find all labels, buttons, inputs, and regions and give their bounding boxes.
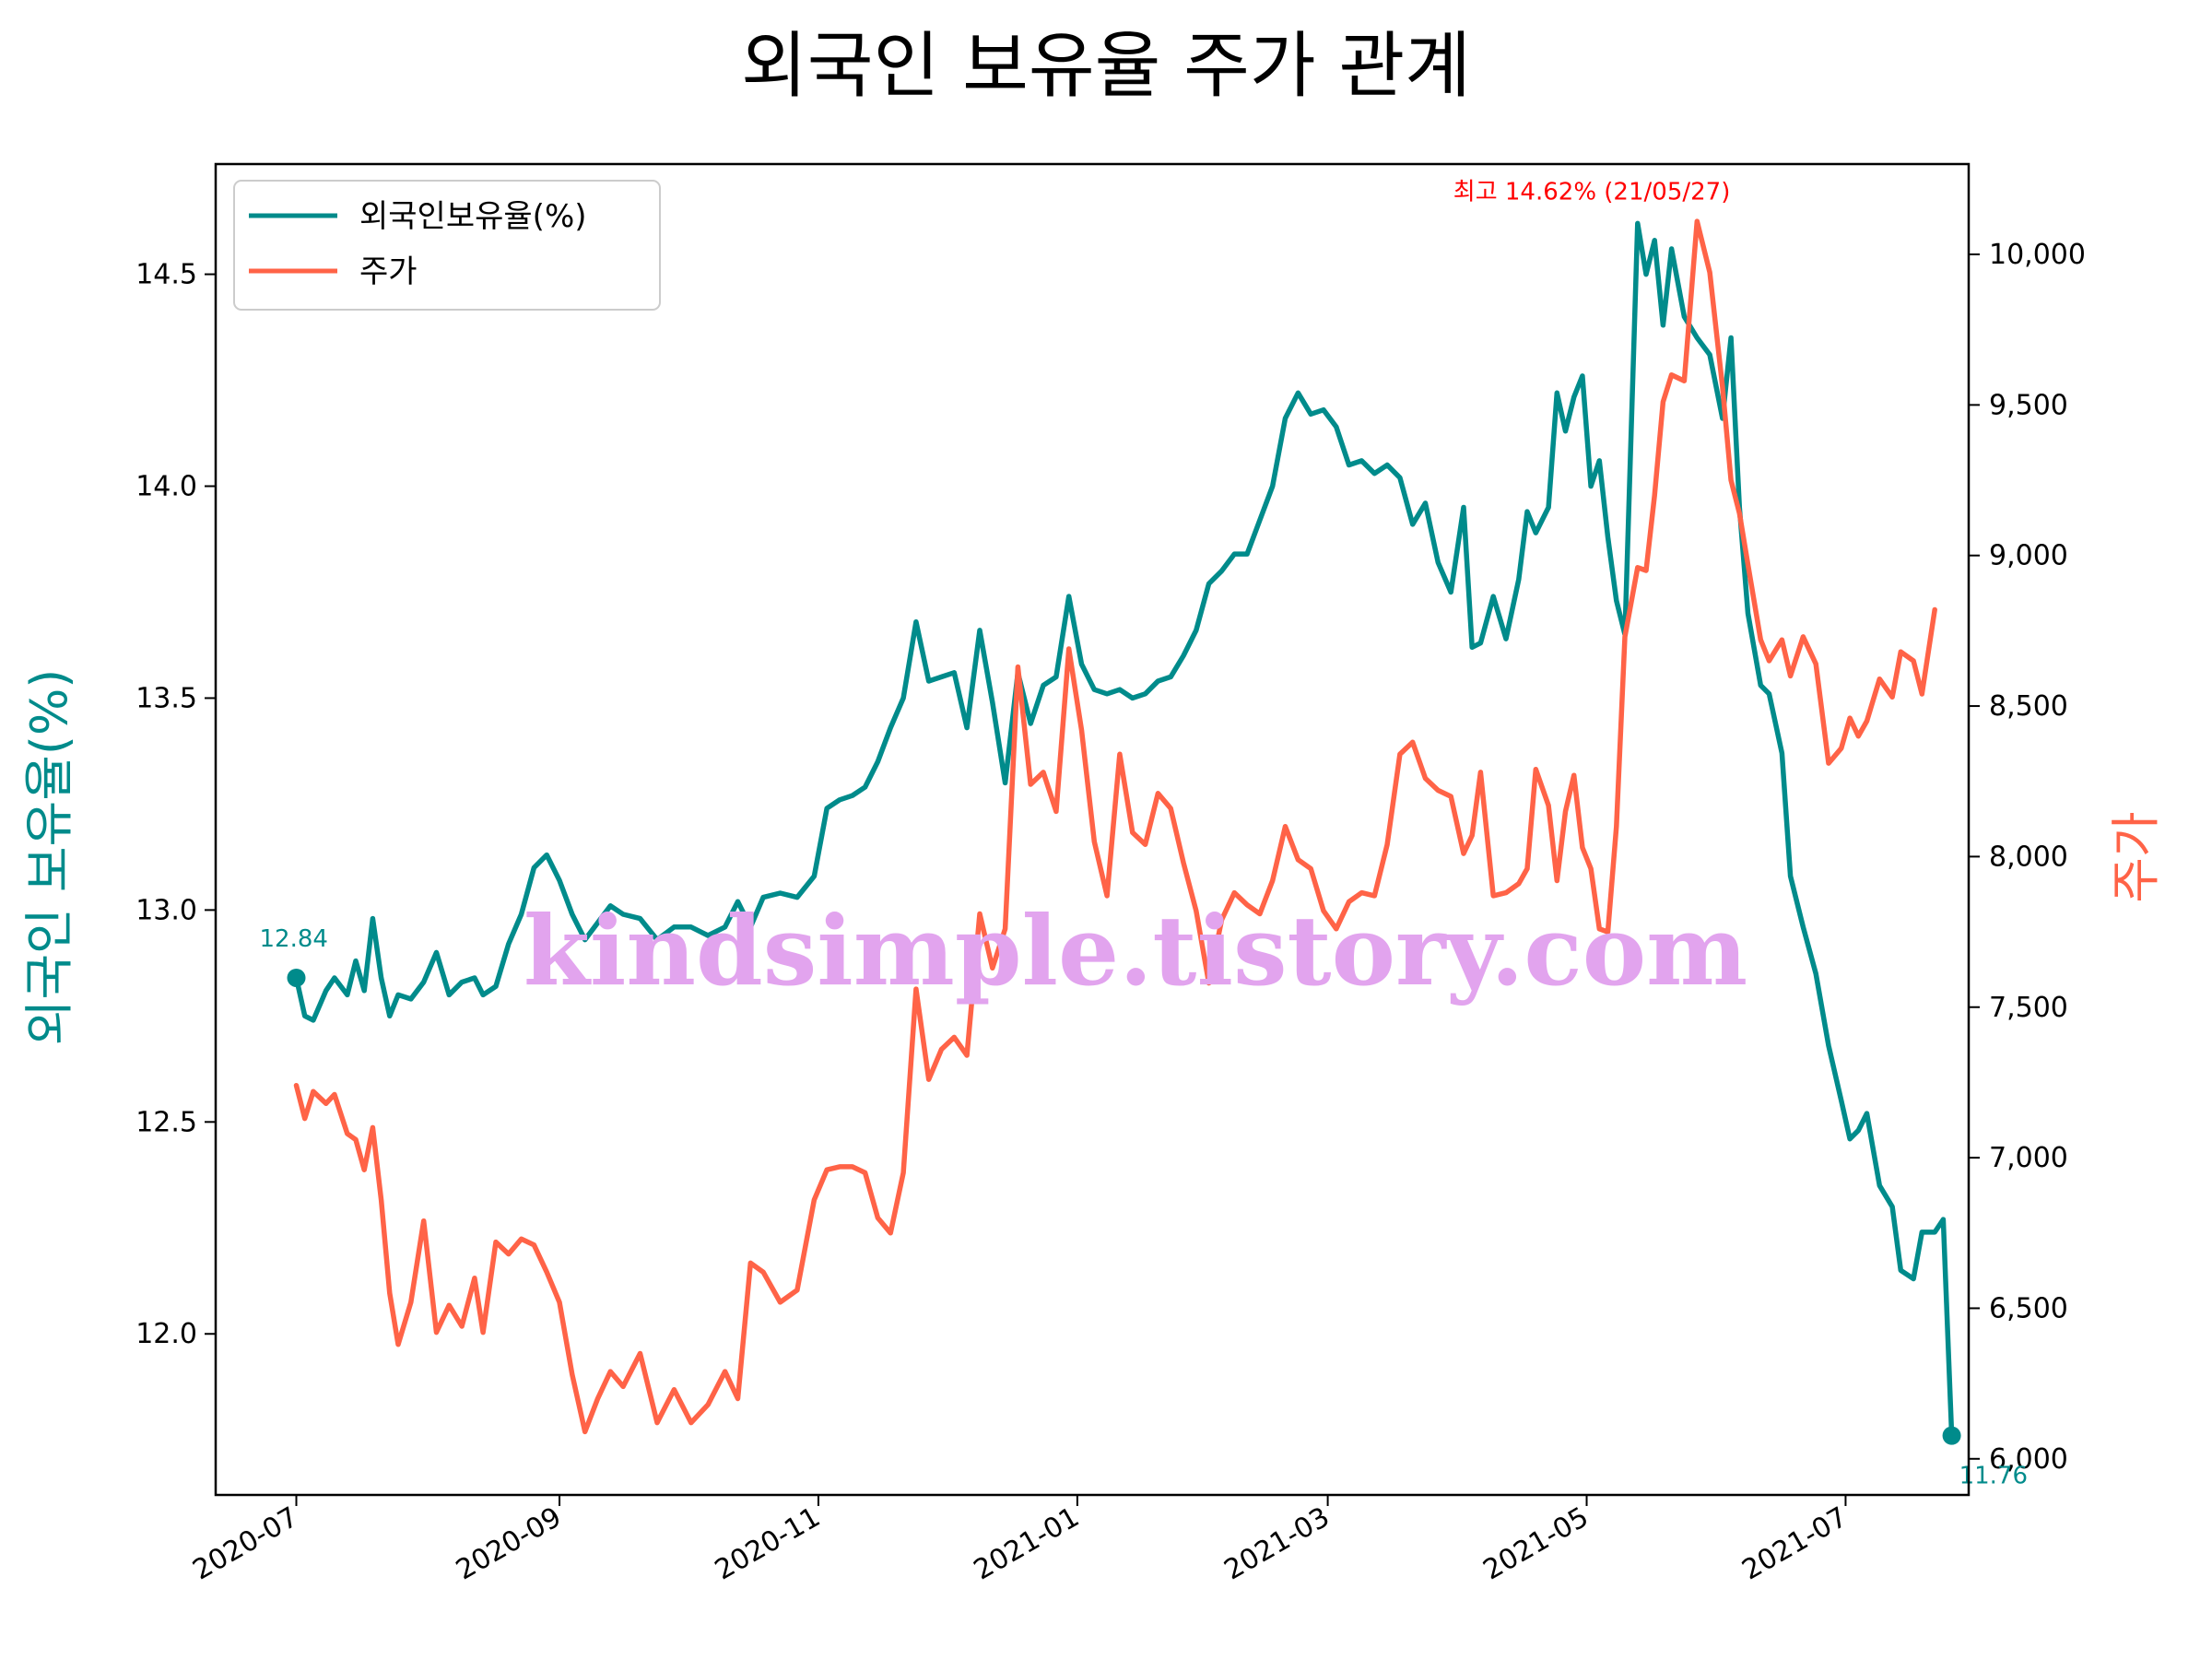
y-right-tick-label: 7,000 [1989,1142,2068,1174]
legend: 외국인보유율(%) 주가 [233,180,661,311]
end-point-marker [1942,1426,1961,1445]
legend-label-price: 주가 [359,253,418,290]
watermark-text: kindsimple.tistory.com [524,894,1747,1007]
y-left-tick-label: 14.0 [135,471,197,503]
start-value-label: 12.84 [260,925,328,953]
y-right-tick-label: 6,000 [1989,1443,2068,1476]
legend-box [233,180,661,311]
y-right-tick-label: 8,500 [1989,690,2068,723]
price-line [293,218,1937,1435]
y-axis-left: 12.0 12.5 13.0 13.5 14.0 14.5 [135,259,216,1350]
y-axis-right: 6,000 6,500 7,000 7,500 8,000 8,500 9,000 9,500… [1969,239,2086,1476]
y-right-tick-label: 9,500 [1989,389,2068,421]
foreign-ratio-line [293,220,1955,1439]
series-layer: 12.84 11.76 최고 14.62% (21/05/27) [260,178,2029,1489]
y-axis-right-title: 주가 [2107,811,2165,902]
y-right-tick-label: 9,000 [1989,540,2068,572]
y-left-tick-label: 12.0 [135,1318,197,1350]
y-right-tick-label: 8,000 [1989,841,2068,873]
y-right-tick-label: 6,500 [1989,1292,2068,1324]
y-left-tick-label: 14.5 [135,259,197,291]
y-left-tick-label: 12.5 [135,1106,197,1138]
end-value-label: 11.76 [1959,1463,2028,1490]
plot-frame [214,162,1971,1497]
y-axis-left-title: 외국인 보유율(%) [20,669,78,1046]
y-left-tick-label: 13.0 [135,894,197,926]
chart-title: 외국인 보유율 주가 관계 [741,25,1471,108]
y-left-tick-label: 13.5 [135,682,197,714]
y-right-tick-label: 7,500 [1989,992,2068,1024]
peak-annotation: 최고 14.62% (21/05/27) [1453,178,1731,206]
y-right-tick-label: 10,000 [1989,239,2086,271]
legend-label-foreign-ratio: 외국인보유율(%) [359,198,587,235]
start-point-marker [287,968,306,987]
